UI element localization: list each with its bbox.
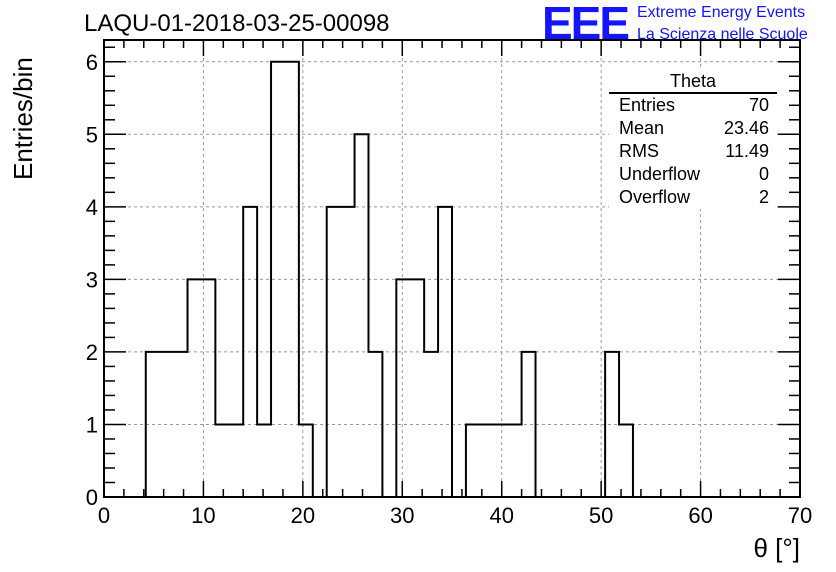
stats-row-rms: RMS 11.49	[609, 140, 777, 163]
eee-tagline-1: Extreme Energy Events	[637, 4, 806, 21]
stats-value: 11.49	[725, 141, 769, 161]
x-tick-label: 20	[291, 503, 315, 528]
x-tick-label: 70	[788, 503, 812, 528]
plot-frame	[103, 39, 801, 498]
y-axis-title: Entries/bin	[8, 57, 38, 180]
y-tick-label: 2	[86, 340, 98, 365]
x-axis-title: θ [°]	[753, 533, 800, 563]
stats-value: 70	[748, 95, 769, 115]
stats-row-overflow: Overflow 2	[609, 186, 777, 209]
y-tick-label: 3	[86, 267, 98, 292]
x-tick-label: 0	[98, 503, 110, 528]
y-tick-label: 5	[86, 122, 98, 147]
stats-row-entries: Entries 70	[609, 94, 777, 117]
stats-label: Underflow	[619, 164, 701, 184]
stats-value: 0	[758, 164, 769, 184]
x-tick-label: 60	[688, 503, 712, 528]
eee-tagline-2: La Scienza nelle Scuole	[637, 26, 808, 43]
stats-title: Theta	[609, 70, 777, 94]
y-tick-label: 0	[86, 485, 98, 510]
y-tick-label: 4	[86, 195, 98, 220]
x-tick-label: 30	[390, 503, 414, 528]
stats-label: RMS	[619, 141, 659, 161]
stats-value: 23.46	[723, 118, 769, 138]
y-tick-label: 6	[86, 50, 98, 75]
stats-label: Mean	[619, 118, 665, 138]
run-title: LAQU-01-2018-03-25-00098	[84, 10, 390, 37]
axis-ticks	[103, 40, 801, 498]
stats-box: Theta Entries 70 Mean 23.46 RMS 11.49 Un…	[609, 70, 777, 209]
eee-logo: EEE	[542, 0, 630, 49]
stats-label: Entries	[619, 95, 676, 115]
x-tick-label: 50	[589, 503, 613, 528]
x-tick-label: 40	[489, 503, 513, 528]
stats-row-underflow: Underflow 0	[609, 163, 777, 186]
stats-label: Overflow	[619, 187, 691, 207]
stats-row-mean: Mean 23.46	[609, 117, 777, 140]
y-tick-label: 1	[86, 412, 98, 437]
stats-value: 2	[758, 187, 769, 207]
x-tick-label: 10	[191, 503, 215, 528]
